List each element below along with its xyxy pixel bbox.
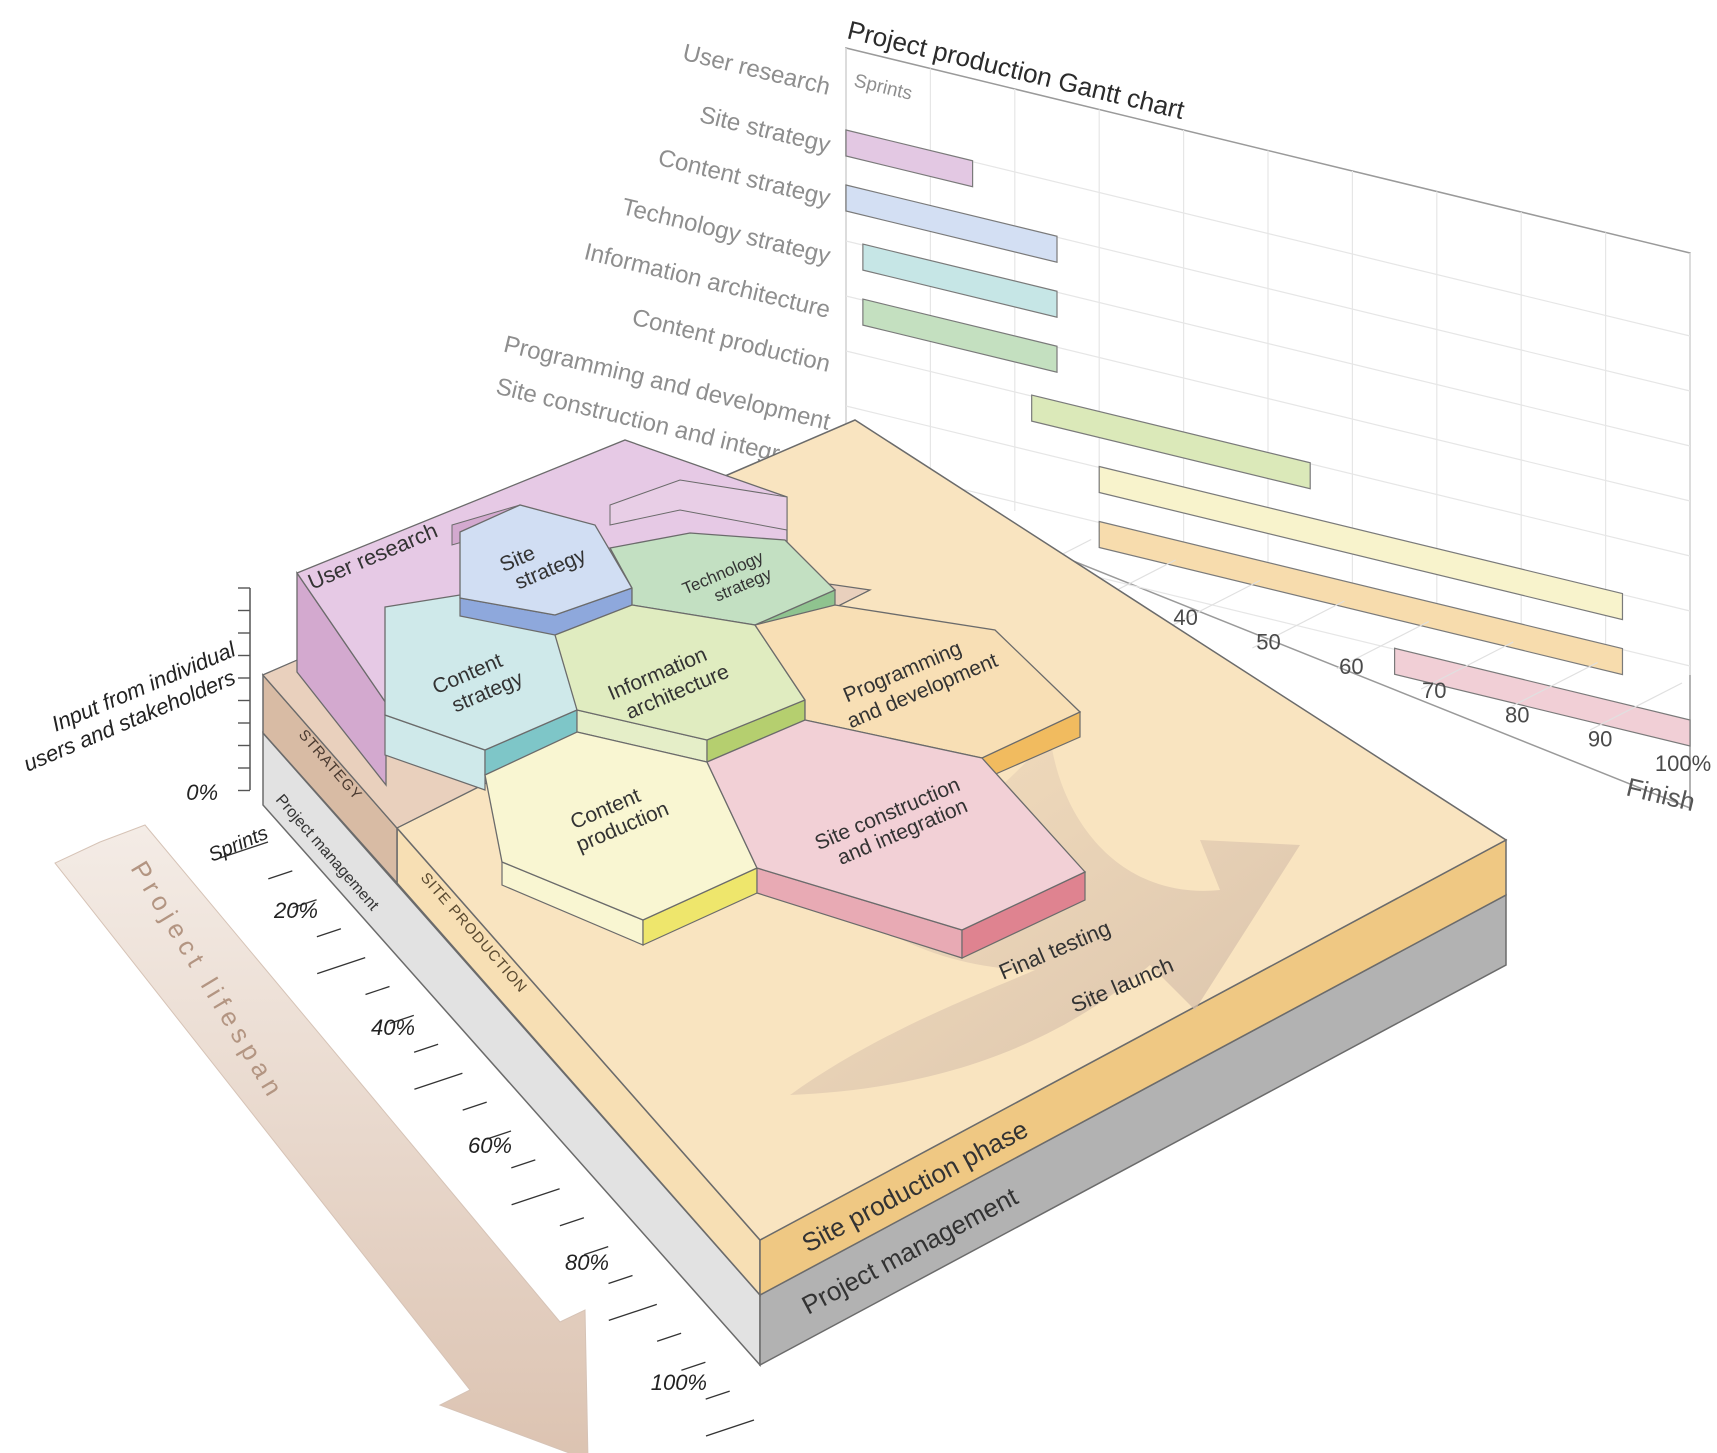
input-axis: Input from individual users and stakehol… [20, 587, 251, 805]
gantt-floor-line-90 [1505, 661, 1598, 711]
sprints-axis-tick [705, 1390, 730, 1400]
sprints-axis-tick [583, 1245, 609, 1256]
sprints-axis-tick [268, 870, 293, 880]
gantt-hgrid-0 [845, 130, 1691, 337]
technology-strategy-top [608, 532, 837, 626]
sprints-axis-tick [316, 956, 366, 975]
sprints-axis-tick [316, 928, 342, 938]
sprints-axis-tick [413, 1043, 439, 1053]
sprints-axis-tick [705, 1419, 755, 1437]
sprint-tick-label-100: 100% [651, 1370, 707, 1395]
gantt-bar-information-architecture [1031, 394, 1311, 490]
gantt-label-user-research: User research [680, 39, 833, 101]
gantt-tick-label-40: 40 [1173, 605, 1197, 630]
sprints-axis-tick [414, 1072, 463, 1090]
input-axis-ticks [238, 587, 250, 792]
sprint-tick-label-20: 20% [273, 898, 318, 923]
gantt-task-labels: User research Site strategy Content stra… [493, 39, 833, 480]
sprints-axis-tick [608, 1274, 633, 1285]
gantt-bar-content-strategy [862, 243, 1058, 319]
sprints-axis-tick [389, 1014, 415, 1025]
sprints-axis-tick [462, 1101, 487, 1111]
gantt-bar-technology-strategy [862, 298, 1058, 374]
sprints-axis-tick [681, 1361, 706, 1371]
sprints-axis-tick [365, 985, 390, 996]
hex-tiles [384, 504, 1087, 959]
gantt-label-site-strategy: Site strategy [697, 101, 833, 159]
sprints-axis-tick-labels: 20% 40% 60% 80% 100% [273, 898, 707, 1395]
sprint-tick-label-40: 40% [371, 1015, 415, 1040]
gantt-tick-label-50: 50 [1256, 630, 1280, 655]
input-axis-zero: 0% [186, 780, 218, 805]
gantt-tick-label-60: 60 [1339, 654, 1363, 679]
gantt-tick-label-70: 70 [1422, 678, 1446, 703]
gantt-bar-site-strategy [845, 184, 1058, 264]
gantt-bar-site-construction-and-integration [1393, 647, 1691, 747]
sprints-axis-tick [511, 1159, 536, 1169]
gantt-floor-line-100 [1589, 682, 1683, 731]
sprints-axis-tick [656, 1332, 682, 1342]
gantt-floor-line-50 [1167, 579, 1261, 629]
sprints-axis-tick [608, 1303, 658, 1322]
gantt-label-content-strategy: Content strategy [655, 144, 833, 212]
sprints-axis-tick [292, 899, 317, 909]
sprints-axis-tick [559, 1217, 585, 1227]
sprints-axis-ticks [219, 841, 755, 1437]
gantt-bar-programming-and-development [1098, 520, 1624, 676]
site-construction-top [706, 719, 1087, 931]
gantt-bars [845, 129, 1691, 747]
sprint-tick-label-80: 80% [565, 1250, 609, 1275]
sprints-axis-tick [486, 1130, 512, 1140]
sprint-tick-label-60: 60% [468, 1133, 512, 1158]
sprints-axis-label: Sprints [205, 822, 271, 867]
gantt-floor-line-70 [1336, 620, 1430, 670]
gantt-floor-line-60 [1252, 600, 1345, 649]
user-research-inner-wall-2 [609, 479, 788, 531]
gantt-tick-label-100: 100% [1655, 751, 1711, 776]
gantt-bar-content-production [1098, 465, 1624, 621]
gantt-tick-label-90: 90 [1588, 727, 1612, 752]
gantt-floor-line-80 [1420, 641, 1514, 690]
lifespan-arrow-shape [54, 824, 589, 1453]
sprints-axis-tick [511, 1188, 560, 1206]
programming-development-top [753, 604, 1082, 759]
gantt-bar-user-research [845, 129, 974, 188]
sprints-axis-tick [219, 841, 269, 859]
gantt-tick-label-80: 80 [1505, 702, 1529, 727]
